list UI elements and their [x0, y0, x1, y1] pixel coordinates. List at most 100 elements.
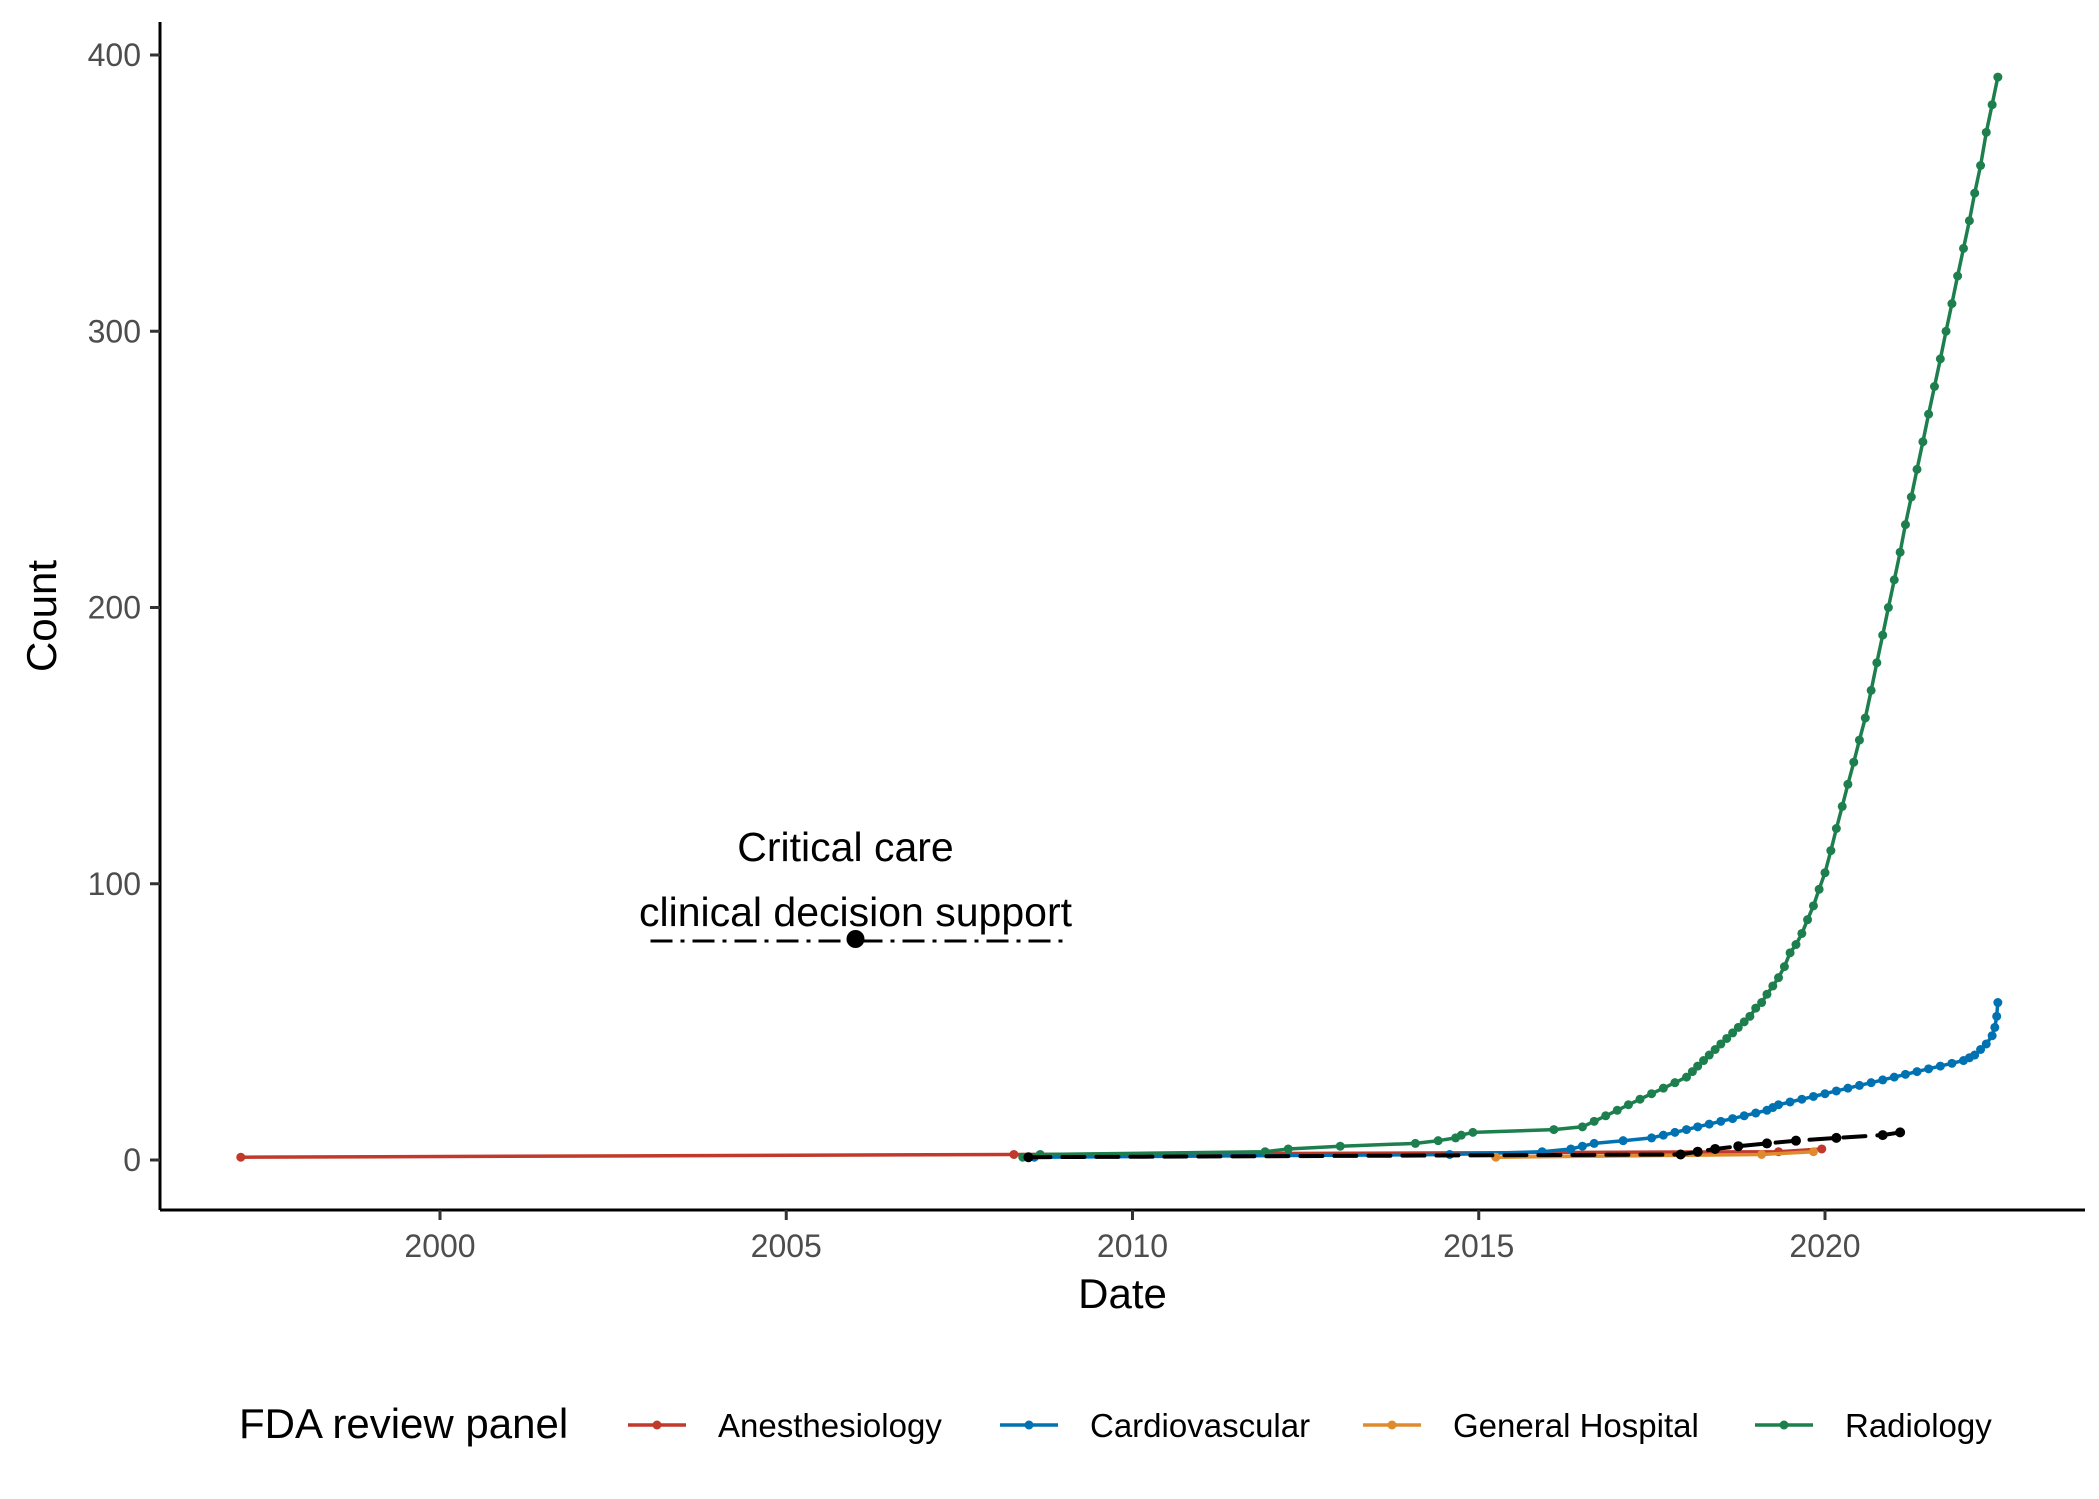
data-point [1670, 1127, 1680, 1137]
data-point [1751, 1003, 1761, 1013]
data-point [1843, 1083, 1853, 1093]
data-point [1785, 1097, 1795, 1107]
x-tick-label: 2015 [1443, 1228, 1514, 1264]
data-point [1791, 940, 1801, 950]
data-point [1941, 326, 1951, 336]
data-point [1692, 1146, 1703, 1157]
data-point [1549, 1125, 1559, 1135]
data-point [1987, 100, 1997, 110]
data-point [1779, 962, 1789, 972]
data-point [1658, 1130, 1668, 1140]
data-point [1976, 1045, 1986, 1054]
data-point [1935, 1061, 1945, 1071]
data-point [1785, 948, 1795, 958]
data-point [1283, 1144, 1293, 1154]
data-point [1924, 1064, 1934, 1074]
data-point [1647, 1089, 1657, 1099]
data-point [1872, 658, 1882, 668]
data-point [1704, 1119, 1714, 1129]
x-axis-ticks: 2000 2005 2010 2015 2020 [404, 1210, 1861, 1264]
legend-label: Radiology [1845, 1407, 1992, 1444]
data-point [1710, 1045, 1720, 1054]
annotation-subtitle: clinical decision support [639, 889, 1073, 935]
data-point [1728, 1114, 1738, 1124]
x-axis-title: Date [1078, 1270, 1167, 1317]
data-point [1918, 437, 1928, 447]
x-tick-label: 2020 [1789, 1228, 1860, 1264]
data-point [1883, 603, 1893, 612]
data-point [1831, 1086, 1841, 1096]
data-point [1889, 1072, 1899, 1082]
data-point [1803, 915, 1813, 925]
data-point [1335, 1141, 1345, 1151]
data-point [1733, 1022, 1743, 1032]
axes: 2000 2005 2010 2015 2020 0 100 200 300 400 [88, 22, 2085, 1264]
data-point [1790, 1135, 1801, 1146]
data-point [1675, 1149, 1686, 1160]
data-point [1751, 1108, 1761, 1118]
data-point [1866, 685, 1876, 695]
data-point [1768, 981, 1778, 991]
data-point [1716, 1116, 1726, 1126]
data-point [1987, 1031, 1997, 1041]
data-point [1970, 1050, 1980, 1060]
data-point [1889, 575, 1899, 585]
data-point [1761, 1138, 1772, 1149]
data-point [1947, 1058, 1957, 1068]
data-point [1993, 72, 2003, 82]
data-point [1699, 1056, 1709, 1066]
y-tick-label: 0 [123, 1142, 141, 1178]
data-point [1635, 1094, 1645, 1104]
x-tick-label: 2005 [751, 1228, 822, 1264]
data-point [1959, 243, 1968, 253]
data-point [1797, 928, 1807, 938]
data-point [1814, 884, 1824, 894]
annotation-point [846, 930, 865, 948]
data-point [1728, 1028, 1738, 1038]
data-point [1693, 1122, 1703, 1132]
series-line [1032, 1000, 2000, 1159]
series-cardiovascular [1029, 998, 2003, 1162]
series-line [1021, 75, 2000, 1159]
legend-item-general-hospital: General Hospital [1363, 1407, 1699, 1444]
data-point [1468, 1127, 1478, 1137]
data-point [1849, 757, 1859, 767]
y-axis-ticks: 0 100 200 300 400 [88, 37, 160, 1178]
data-point [1820, 868, 1830, 878]
annotation: Critical care clinical decision support [639, 824, 1073, 948]
data-point [1647, 1133, 1657, 1143]
data-point [1739, 1017, 1749, 1027]
x-tick-label: 2010 [1097, 1228, 1168, 1264]
data-point [1658, 1083, 1668, 1093]
legend-swatch-point [1779, 1420, 1789, 1430]
data-point [1589, 1116, 1599, 1126]
data-point [1981, 1039, 1991, 1049]
y-tick-label: 300 [88, 313, 141, 349]
data-point [1866, 1078, 1876, 1088]
data-point [1733, 1141, 1744, 1152]
data-point [1808, 1147, 1818, 1157]
data-point [1878, 1075, 1888, 1085]
data-point [1929, 382, 1939, 391]
data-point [1601, 1111, 1611, 1121]
y-tick-label: 400 [88, 37, 141, 73]
legend-title: FDA review panel [239, 1400, 568, 1447]
data-point [1739, 1111, 1749, 1121]
data-point [1981, 127, 1991, 137]
legend-swatch-point [1024, 1420, 1034, 1430]
data-point [1854, 1080, 1864, 1090]
data-point [1860, 713, 1870, 723]
series-line [1026, 1130, 1903, 1160]
data-point [1023, 1152, 1034, 1163]
legend-items: Anesthesiology Cardiovascular General Hosp… [628, 1407, 1992, 1444]
y-tick-label: 100 [88, 866, 141, 902]
data-point [1797, 1094, 1807, 1104]
data-point [1577, 1141, 1587, 1151]
data-point [1757, 1149, 1767, 1159]
data-point [1589, 1138, 1599, 1148]
data-point [1774, 1100, 1784, 1110]
data-point [1716, 1039, 1726, 1049]
legend-swatch-point [652, 1420, 662, 1430]
data-point [1912, 464, 1922, 474]
